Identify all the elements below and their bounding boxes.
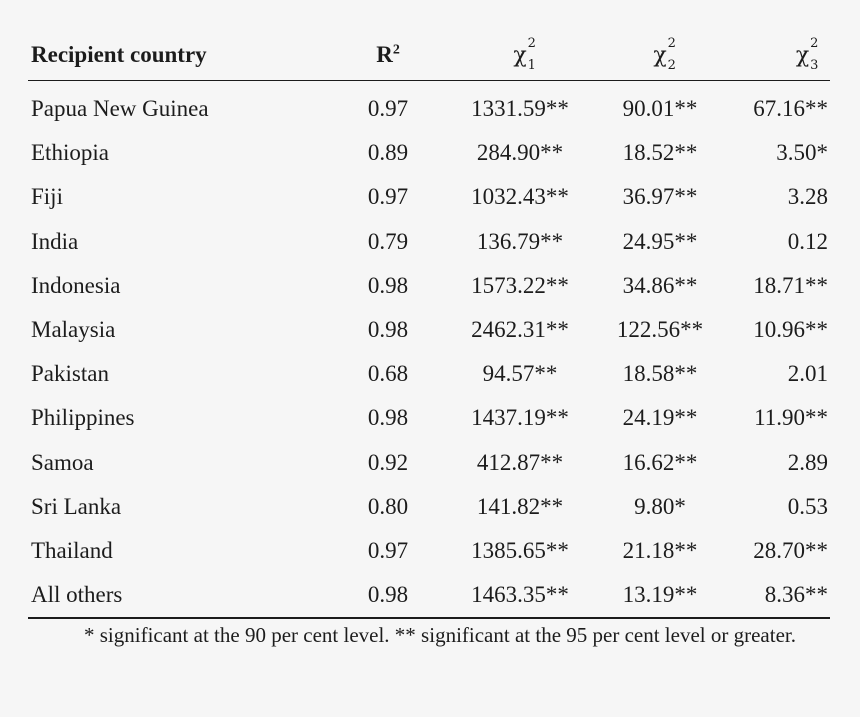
cell-r-squared: 0.98	[367, 405, 409, 431]
r2-exponent: 2	[392, 42, 400, 58]
table-row: All others 0.98 1463.35** 13.19** 8.36**	[28, 573, 830, 617]
cell-r-squared: 0.80	[367, 493, 409, 519]
cell-chi-3: 67.16**	[753, 96, 828, 122]
cell-chi-1: 1032.43**	[471, 184, 569, 210]
cell-country: Philippines	[31, 405, 135, 431]
cell-r-squared: 0.92	[367, 449, 409, 475]
cell-chi-1: 284.90**	[476, 140, 564, 166]
cell-chi-2: 21.18**	[622, 537, 698, 563]
table-row: Samoa 0.92 412.87** 16.62** 2.89	[28, 441, 830, 485]
cell-r-squared: 0.98	[367, 272, 409, 298]
cell-chi-2: 34.86**	[622, 272, 698, 298]
cell-r-squared: 0.97	[367, 96, 409, 122]
cell-chi-1: 1385.65**	[471, 537, 569, 563]
cell-chi-1: 141.82**	[476, 493, 564, 519]
cell-r-squared: 0.98	[367, 582, 409, 608]
header-r-squared: R2	[331, 42, 445, 68]
chi-1-sub: 1	[527, 58, 536, 73]
cell-chi-3: 3.50*	[776, 140, 828, 166]
cell-chi-2: 90.01**	[622, 96, 698, 122]
cell-country: All others	[31, 582, 123, 608]
chi-2-sub: 2	[667, 58, 676, 73]
cell-chi-1: 2462.31**	[471, 317, 569, 343]
cell-chi-3: 28.70**	[753, 537, 828, 563]
cell-country: Fiji	[31, 184, 63, 210]
cell-chi-3: 2.01	[787, 361, 828, 387]
cell-chi-3: 0.12	[787, 228, 828, 254]
footnote: * significant at the 90 per cent level. …	[84, 623, 796, 648]
table-row: Ethiopia 0.89 284.90** 18.52** 3.50*	[28, 131, 830, 175]
table-body: Papua New Guinea 0.97 1331.59** 90.01** 67.1…	[28, 81, 830, 617]
cell-chi-3: 3.28	[787, 184, 828, 210]
table-row: Indonesia 0.98 1573.22** 34.86** 18.71**	[28, 264, 830, 308]
cell-r-squared: 0.97	[367, 537, 409, 563]
cell-chi-1: 1463.35**	[471, 582, 569, 608]
cell-country: Thailand	[31, 537, 113, 563]
chi-1-letter: χ	[513, 43, 527, 68]
chi-3-letter: χ	[795, 43, 810, 68]
cell-chi-1: 1573.22**	[471, 272, 569, 298]
cell-country: Malaysia	[31, 317, 116, 343]
cell-chi-2: 18.52**	[622, 140, 698, 166]
cell-country: India	[31, 228, 79, 254]
cell-chi-2: 16.62**	[622, 449, 698, 475]
header-rule	[28, 80, 830, 81]
chi-3-exp: 2	[810, 36, 819, 51]
table-row: Sri Lanka 0.80 141.82** 9.80* 0.53	[28, 485, 830, 529]
bottom-rule	[28, 617, 830, 620]
cell-chi-1: 412.87**	[476, 449, 564, 475]
header-recipient-country: Recipient country	[31, 42, 207, 67]
cell-country: Papua New Guinea	[31, 96, 209, 122]
cell-chi-3: 2.89	[787, 449, 828, 475]
cell-chi-2: 24.19**	[622, 405, 698, 431]
cell-chi-1: 94.57**	[482, 361, 558, 387]
chi-2-letter: χ	[653, 43, 667, 68]
cell-r-squared: 0.89	[367, 140, 409, 166]
cell-chi-1: 1331.59**	[471, 96, 569, 122]
cell-chi-3: 0.53	[787, 493, 828, 519]
cell-chi-2: 9.80*	[634, 493, 686, 519]
cell-chi-2: 13.19**	[622, 582, 698, 608]
cell-chi-1: 136.79**	[476, 228, 564, 254]
table-row: Fiji 0.97 1032.43** 36.97** 3.28	[28, 175, 830, 219]
table-row: Papua New Guinea 0.97 1331.59** 90.01** 67.1…	[28, 87, 830, 131]
cell-r-squared: 0.79	[367, 228, 409, 254]
cell-chi-2: 36.97**	[622, 184, 698, 210]
cell-country: Pakistan	[31, 361, 109, 387]
chi-2-exp: 2	[667, 36, 676, 51]
cell-r-squared: 0.97	[367, 184, 409, 210]
cell-r-squared: 0.68	[367, 361, 409, 387]
cell-country: Indonesia	[31, 272, 121, 298]
r2-base: R	[376, 42, 393, 67]
cell-chi-3: 10.96**	[753, 317, 828, 343]
cell-chi-2: 122.56**	[616, 317, 704, 343]
cell-country: Ethiopia	[31, 140, 109, 166]
cell-chi-1: 1437.19**	[471, 405, 569, 431]
chi-1-exp: 2	[527, 36, 536, 51]
chi-3-sub: 3	[810, 58, 819, 73]
cell-chi-2: 24.95**	[622, 228, 698, 254]
table-row: Philippines 0.98 1437.19** 24.19** 11.90**	[28, 396, 830, 440]
table-row: Thailand 0.97 1385.65** 21.18** 28.70**	[28, 529, 830, 573]
cell-chi-3: 8.36**	[764, 582, 828, 608]
cell-chi-3: 18.71**	[753, 272, 828, 298]
table-row: India 0.79 136.79** 24.95** 0.12	[28, 220, 830, 264]
table-row: Malaysia 0.98 2462.31** 122.56** 10.96**	[28, 308, 830, 352]
cell-country: Sri Lanka	[31, 493, 122, 519]
cell-r-squared: 0.98	[367, 317, 409, 343]
cell-chi-2: 18.58**	[622, 361, 698, 387]
table-row: Pakistan 0.68 94.57** 18.58** 2.01	[28, 352, 830, 396]
cell-chi-3: 11.90**	[754, 405, 828, 431]
cell-country: Samoa	[31, 449, 94, 475]
